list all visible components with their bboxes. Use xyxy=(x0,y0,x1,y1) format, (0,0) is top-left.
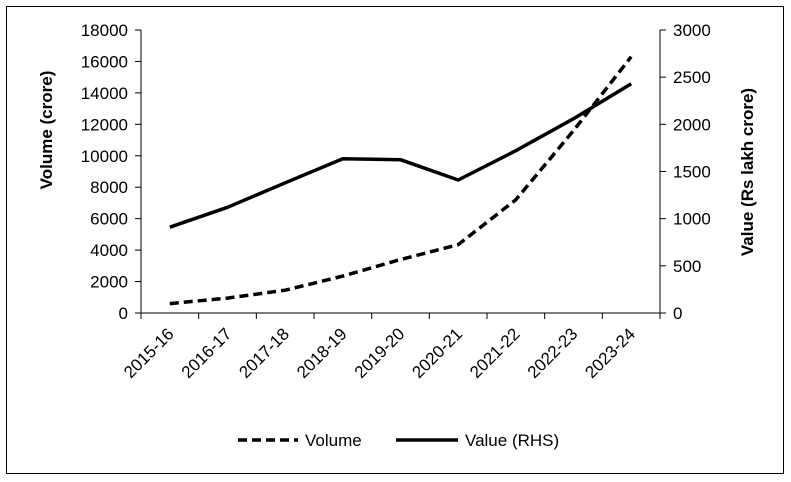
x-tick-label: 2015-16 xyxy=(120,324,178,382)
y-left-tick-label: 4000 xyxy=(90,241,128,260)
x-tick-label: 2020-21 xyxy=(408,324,466,382)
x-tick-label: 2022-23 xyxy=(524,324,582,382)
y-left-tick-label: 14000 xyxy=(81,84,128,103)
y-left-tick-label: 8000 xyxy=(90,178,128,197)
plot-axes xyxy=(140,30,661,314)
y-left-tick-label: 6000 xyxy=(90,210,128,229)
y-right-tick-label: 500 xyxy=(673,257,701,276)
value-series-line xyxy=(169,82,633,229)
x-tick-label: 2019-20 xyxy=(351,324,409,382)
x-tick-label: 2018-19 xyxy=(293,324,351,382)
x-tick-label: 2016-17 xyxy=(178,324,236,382)
series-lines xyxy=(169,55,633,306)
y-right-tick-label: 2500 xyxy=(673,68,711,87)
y-left-tick-label: 12000 xyxy=(81,115,128,134)
y-left-tick-label: 0 xyxy=(119,304,128,323)
legend-value-label: Value (RHS) xyxy=(465,431,559,450)
y-axis-right-title: Value (Rs lakh crore) xyxy=(738,88,757,256)
x-axis-ticks: 2015-16 2016-17 2017-18 2018-19 2019-20 2020-… xyxy=(120,313,661,382)
chart-frame xyxy=(6,6,784,474)
x-tick-label: 2017-18 xyxy=(235,324,293,382)
volume-series-line xyxy=(169,55,633,306)
y-left-tick-label: 18000 xyxy=(81,21,128,40)
y-axis-right-ticks: 0 500 1000 1500 2000 2500 3000 xyxy=(660,21,711,323)
x-tick-label: 2023-24 xyxy=(581,324,639,382)
y-right-tick-label: 3000 xyxy=(673,21,711,40)
y-left-tick-label: 10000 xyxy=(81,147,128,166)
legend: Volume Value (RHS) xyxy=(238,431,559,450)
y-right-tick-label: 0 xyxy=(673,304,682,323)
y-axis-left-ticks: 0 2000 4000 6000 8000 10000 12000 14000 16000 180… xyxy=(81,21,141,323)
y-left-tick-label: 16000 xyxy=(81,52,128,71)
legend-volume-label: Volume xyxy=(305,431,362,450)
y-right-tick-label: 1000 xyxy=(673,210,711,229)
y-right-tick-label: 1500 xyxy=(673,163,711,182)
y-right-tick-label: 2000 xyxy=(673,115,711,134)
x-tick-label: 2021-22 xyxy=(466,324,524,382)
y-axis-left-title: Volume (crore) xyxy=(37,71,56,190)
y-left-tick-label: 2000 xyxy=(90,273,128,292)
